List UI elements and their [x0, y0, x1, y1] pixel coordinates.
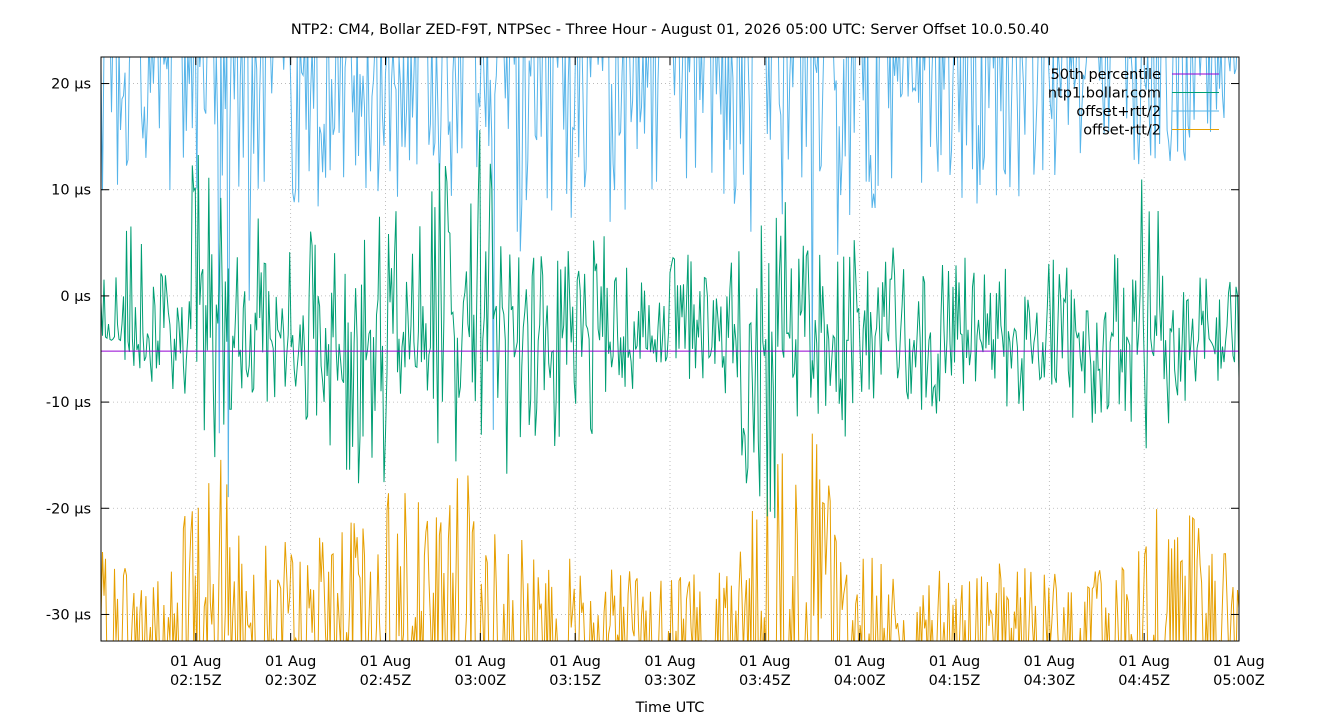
x-tick-label-date: 01 Aug	[170, 654, 221, 670]
series-line-offset-plus-rtt	[101, 57, 1238, 498]
y-tick-label: -10 µs	[46, 395, 91, 411]
y-tick-label: 20 µs	[51, 77, 91, 93]
x-tick-label-date: 01 Aug	[1118, 654, 1169, 670]
legend-label: ntp1.bollar.com	[1048, 86, 1161, 102]
x-tick-label-date: 01 Aug	[455, 654, 506, 670]
x-axis-labels: 01 Aug 02:15Z 01 Aug 02:30Z 01 Aug 02:45Z 01 A…	[170, 654, 1265, 689]
x-axis-title: Time UTC	[635, 700, 705, 716]
series-line-ntp1	[101, 130, 1239, 519]
x-tick-label-date: 01 Aug	[739, 654, 790, 670]
legend-label: 50th percentile	[1051, 67, 1162, 83]
x-tick-label-date: 01 Aug	[549, 654, 600, 670]
y-tick-label: -30 µs	[46, 607, 91, 623]
x-tick-label-time: 02:30Z	[265, 673, 317, 689]
x-tick-label-time: 04:45Z	[1118, 673, 1170, 689]
chart-title: NTP2: CM4, Bollar ZED-F9T, NTPSec - Thre…	[291, 22, 1049, 38]
x-tick-label-time: 04:00Z	[834, 673, 886, 689]
y-tick-label: -20 µs	[46, 501, 91, 517]
x-tick-label-date: 01 Aug	[1024, 654, 1075, 670]
x-tick-label-time: 03:00Z	[454, 673, 506, 689]
legend: 50th percentile ntp1.bollar.com offset+rtt…	[1048, 67, 1219, 139]
x-tick-label-date: 01 Aug	[360, 654, 411, 670]
x-tick-label-time: 03:30Z	[644, 673, 696, 689]
x-tick-label-time: 03:15Z	[549, 673, 601, 689]
x-tick-label-time: 05:00Z	[1213, 673, 1265, 689]
x-tick-label-time: 02:15Z	[170, 673, 222, 689]
x-tick-label-time: 02:45Z	[360, 673, 412, 689]
x-tick-label-time: 03:45Z	[739, 673, 791, 689]
legend-label: offset+rtt/2	[1076, 104, 1161, 120]
x-tick-label-date: 01 Aug	[834, 654, 885, 670]
x-tick-label-date: 01 Aug	[929, 654, 980, 670]
y-axis-labels: 20 µs 10 µs 0 µs -10 µs -20 µs -30 µs	[46, 77, 91, 624]
x-tick-label-date: 01 Aug	[1213, 654, 1264, 670]
series-line-offset-minus-rtt	[101, 433, 1239, 641]
x-tick-label-time: 04:30Z	[1023, 673, 1075, 689]
x-tick-label-time: 04:15Z	[929, 673, 981, 689]
x-tick-label-date: 01 Aug	[265, 654, 316, 670]
series-layer	[101, 57, 1239, 641]
legend-label: offset-rtt/2	[1083, 123, 1161, 139]
y-tick-label: 10 µs	[51, 183, 91, 199]
x-tick-label-date: 01 Aug	[644, 654, 695, 670]
tick-marks	[101, 57, 1240, 641]
y-tick-label: 0 µs	[60, 289, 91, 305]
